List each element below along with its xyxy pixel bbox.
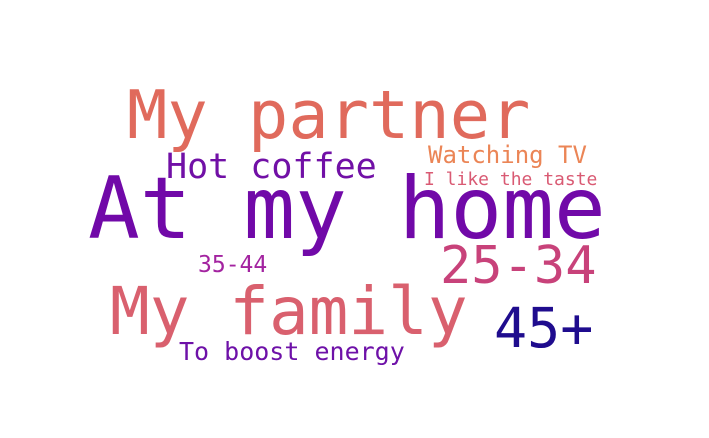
word-to-boost-energy: To boost energy bbox=[179, 337, 405, 366]
word-my-partner: My partner bbox=[127, 76, 531, 154]
word-at-my-home: At my home bbox=[88, 159, 606, 259]
word-watching-tv: Watching TV bbox=[428, 141, 587, 169]
word-35-44: 35-44 bbox=[198, 252, 268, 278]
word-25-34: 25-34 bbox=[440, 236, 597, 296]
word-hot-coffee: Hot coffee bbox=[166, 147, 377, 187]
word-i-like-the-taste: I like the taste bbox=[424, 169, 598, 190]
word-45-plus: 45+ bbox=[494, 296, 594, 360]
word-my-family: My family bbox=[110, 273, 468, 350]
